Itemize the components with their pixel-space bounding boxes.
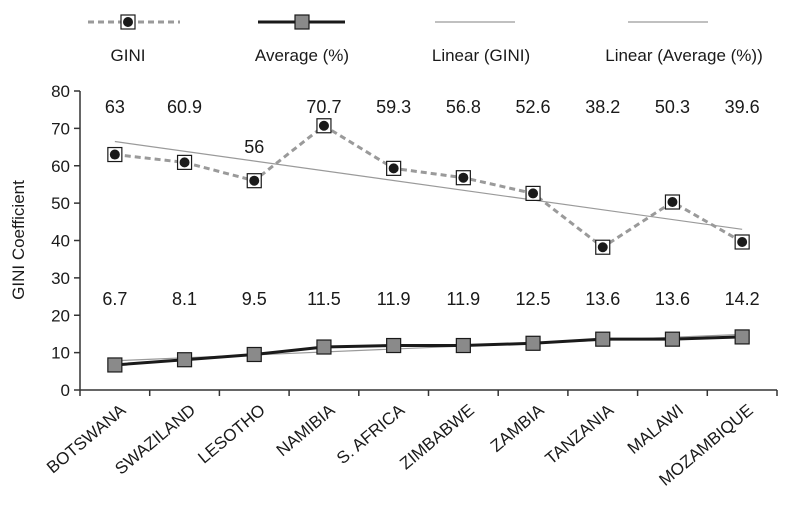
gini-data-label: 39.6	[725, 97, 760, 117]
gini-point	[388, 163, 399, 174]
average-data-label: 13.6	[655, 289, 690, 309]
average-data-label: 13.6	[585, 289, 620, 309]
gini-data-label: 52.6	[516, 97, 551, 117]
gini-data-label: 38.2	[585, 97, 620, 117]
gini-point	[458, 172, 469, 183]
average-data-label: 11.5	[307, 289, 341, 309]
y-tick-label: 80	[51, 82, 70, 101]
y-tick-label: 40	[51, 232, 70, 251]
gini-point	[597, 242, 608, 253]
legend: GINI Average (%) Linear (GINI) Linear (A…	[88, 14, 763, 65]
gini-data-label: 56.8	[446, 97, 481, 117]
gini-point	[318, 120, 329, 131]
average-point	[107, 357, 123, 373]
average-point	[246, 346, 262, 363]
average-data-label: 14.2	[725, 289, 760, 309]
legend-item-linear-average: Linear (Average (%))	[605, 21, 763, 65]
average-series-line	[114, 335, 743, 367]
legend-linear-average-label: Linear (Average (%))	[605, 46, 762, 65]
average-data-label: 11.9	[446, 289, 480, 309]
gini-point	[737, 236, 748, 247]
legend-item-linear-gini: Linear (GINI)	[432, 21, 530, 65]
average-point	[176, 352, 193, 368]
average-data-label: 12.5	[516, 289, 551, 309]
x-category-label: MALAWI	[624, 401, 687, 458]
plot-area: 01020304050607080BOTSWANASWAZILANDLESOTH…	[43, 82, 778, 490]
gini-point	[528, 188, 539, 199]
average-point	[455, 337, 471, 354]
average-point	[595, 331, 611, 347]
y-axis-title: GINI Coefficient	[9, 180, 28, 300]
average-point	[525, 335, 541, 351]
average-point	[734, 329, 750, 345]
x-category-label: ZIMBABWE	[396, 401, 478, 474]
legend-item-average: Average (%)	[255, 14, 349, 65]
gini-data-label: 59.3	[376, 97, 411, 117]
x-category-label: LESOTHO	[194, 401, 268, 468]
gini-data-label: 60.9	[167, 97, 202, 117]
average-data-label: 6.7	[102, 289, 127, 309]
gini-point	[109, 149, 120, 160]
y-tick-label: 10	[51, 344, 70, 363]
gini-data-label: 70.7	[306, 97, 341, 117]
legend-average-marker	[294, 14, 310, 30]
average-point	[386, 337, 402, 354]
gini-point	[667, 197, 678, 208]
legend-linear-gini-label: Linear (GINI)	[432, 46, 530, 65]
gini-point	[179, 157, 190, 168]
gini-data-label: 50.3	[655, 97, 690, 117]
x-category-label: TANZANIA	[542, 400, 618, 468]
trendline-gini	[114, 140, 743, 230]
average-data-label: 8.1	[172, 289, 197, 309]
gini-data-label: 63	[105, 97, 125, 117]
legend-item-gini: GINI	[88, 14, 180, 65]
gini-data-label: 56	[244, 137, 264, 157]
average-data-label: 9.5	[242, 289, 267, 309]
y-tick-label: 30	[51, 269, 70, 288]
gini-point	[249, 175, 260, 186]
y-tick-label: 60	[51, 157, 70, 176]
average-data-label: 11.9	[377, 289, 411, 309]
y-tick-label: 70	[51, 119, 70, 138]
average-point	[664, 331, 681, 347]
x-category-label: ZAMBIA	[487, 400, 548, 456]
legend-average-label: Average (%)	[255, 46, 349, 65]
y-tick-label: 50	[51, 194, 70, 213]
average-point	[316, 339, 332, 355]
y-tick-label: 20	[51, 306, 70, 325]
legend-gini-marker-dot	[123, 17, 133, 27]
x-category-label: NAMIBIA	[273, 400, 339, 460]
gini-series-line	[114, 123, 743, 250]
legend-gini-label: GINI	[111, 46, 146, 65]
y-tick-label: 0	[61, 381, 70, 400]
